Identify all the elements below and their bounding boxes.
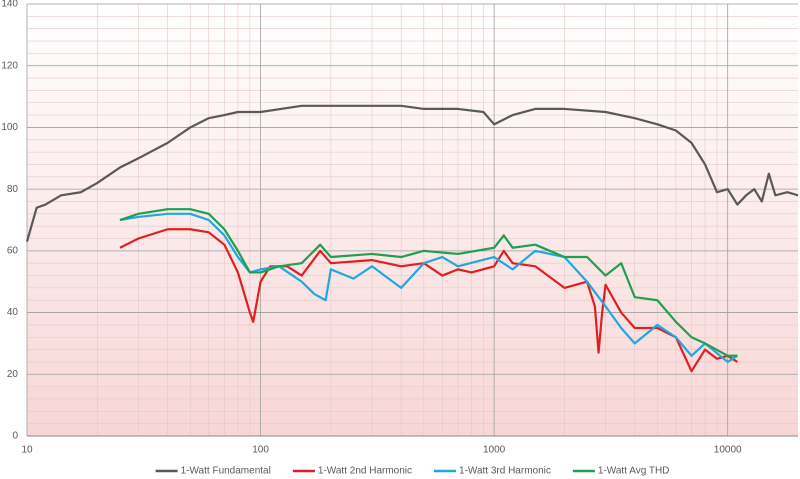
legend-label: 1-Watt 3rd Harmonic	[459, 466, 551, 477]
legend-item: 1-Watt 3rd Harmonic	[434, 466, 551, 477]
series-line	[119, 208, 738, 357]
y-tick-label: 80	[7, 184, 19, 195]
legend-item: 1-Watt 2nd Harmonic	[292, 466, 412, 477]
y-tick-label: 0	[12, 431, 18, 442]
legend-label: 1-Watt 2nd Harmonic	[318, 466, 412, 477]
series-line	[25, 104, 799, 242]
x-tick-label: 100	[252, 445, 269, 456]
y-tick-label: 40	[7, 307, 19, 318]
legend-item: 1-Watt Fundamental	[155, 466, 271, 477]
y-tick-label: 20	[7, 369, 19, 380]
y-tick-label: 120	[1, 60, 18, 71]
legend-item: 1-Watt Avg THD	[572, 466, 670, 477]
legend-label: 1-Watt Fundamental	[181, 466, 271, 477]
x-tick-label: 10	[21, 445, 33, 456]
x-tick-label: 10000	[714, 445, 742, 456]
y-tick-label: 60	[7, 245, 19, 256]
series-line	[119, 228, 738, 373]
plot-area	[27, 4, 798, 436]
y-tick-label: 140	[1, 0, 18, 10]
legend-label: 1-Watt Avg THD	[598, 466, 670, 477]
series-line	[119, 212, 738, 364]
x-tick-label: 1000	[483, 445, 506, 456]
y-tick-label: 100	[1, 122, 18, 133]
